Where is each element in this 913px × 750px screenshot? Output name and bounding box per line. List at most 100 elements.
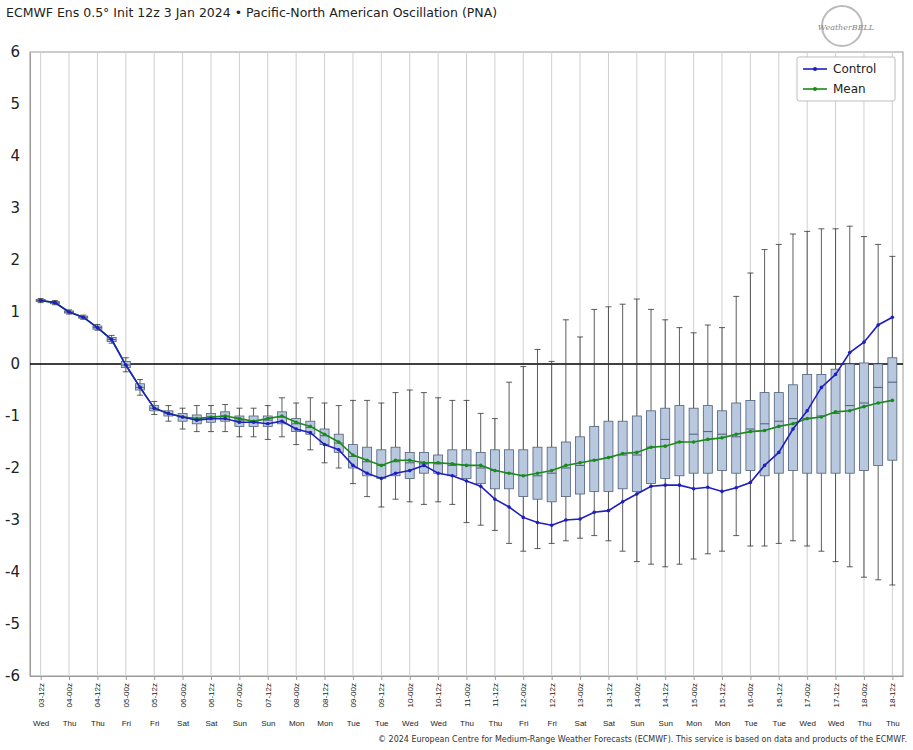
box-plot [746, 273, 755, 546]
y-tick-label: 0 [10, 355, 20, 373]
series-point [564, 464, 568, 468]
box [576, 437, 585, 494]
x-tick: 07-12zSun [261, 676, 275, 728]
x-tick-mark [836, 676, 837, 680]
max-cap [804, 231, 810, 232]
series-point [394, 458, 398, 462]
box-plot [334, 406, 343, 468]
upper-whisker [651, 309, 652, 410]
series-point [124, 363, 128, 367]
box-plot [434, 398, 443, 502]
x-tick-mark [467, 676, 468, 680]
series-point [592, 510, 596, 514]
lower-whisker [679, 476, 680, 564]
x-weekday-label: Sun [659, 719, 673, 728]
median [533, 475, 542, 476]
x-tick: 10-12zWed [430, 676, 446, 728]
series-point [791, 422, 795, 426]
series-point [152, 406, 156, 410]
x-tick: 13-12z Sat [603, 676, 616, 728]
x-tick-label: 15-12z [718, 683, 727, 707]
series-point [110, 338, 114, 342]
lower-whisker [878, 465, 879, 579]
box-plot [561, 320, 570, 541]
max-cap [563, 319, 569, 320]
x-tick: 15-00zMon [686, 676, 702, 728]
series-point [67, 310, 71, 314]
upper-whisker [154, 401, 155, 405]
x-tick: 07-00zSun [233, 676, 247, 728]
min-cap [520, 551, 526, 552]
x-tick-label: 13-12z [605, 683, 614, 707]
box-plot [363, 400, 372, 496]
max-cap [889, 256, 895, 257]
median [547, 473, 556, 474]
y-tick-label: -6 [5, 667, 20, 685]
x-weekday-label: Sat [603, 719, 616, 728]
series-point [891, 399, 895, 403]
box [661, 408, 670, 478]
median [859, 403, 868, 404]
box-plot [490, 419, 499, 531]
x-weekday-label: Fri [150, 719, 160, 728]
box-plot [718, 328, 727, 552]
series-point [238, 417, 242, 421]
series-point [436, 461, 440, 465]
series-point [39, 299, 43, 303]
series-point [734, 432, 738, 436]
min-cap [137, 395, 143, 396]
series-point [607, 456, 611, 460]
y-tick: 6 [10, 43, 30, 61]
upper-whisker [466, 400, 467, 449]
x-tick: 15-12zMon [715, 676, 731, 728]
min-cap [506, 543, 512, 544]
series-point [465, 479, 469, 483]
series-point [81, 315, 85, 319]
min-cap [307, 449, 313, 450]
series-point [53, 301, 57, 305]
y-tick-label: -5 [5, 615, 20, 633]
x-tick: 09-12zTue [375, 676, 389, 728]
lower-whisker [636, 491, 637, 561]
box-plot [817, 229, 826, 551]
x-tick-label: 10-00z [406, 683, 415, 707]
box-plot [377, 403, 386, 507]
legend-label: Control [833, 62, 876, 76]
lower-whisker [281, 424, 282, 437]
series-point [238, 420, 242, 424]
y-tick: -2 [5, 459, 30, 477]
box [632, 416, 641, 491]
min-cap [833, 561, 839, 562]
x-tick: 10-00zWed [402, 676, 418, 728]
x-tick: 17-00zWed [800, 676, 816, 728]
upper-whisker [452, 400, 453, 449]
upper-whisker [622, 304, 623, 421]
max-cap [662, 319, 668, 320]
upper-whisker [281, 398, 282, 412]
min-cap [435, 501, 441, 502]
series-point [777, 451, 781, 455]
box-plot [604, 307, 613, 541]
box-plot [533, 349, 542, 548]
upper-whisker [125, 358, 126, 362]
series-point [479, 484, 483, 488]
series-point [408, 458, 412, 462]
lower-whisker [736, 473, 737, 535]
x-tick-label: 12-12z [548, 683, 557, 707]
x-tick-mark [580, 676, 581, 680]
max-cap [449, 400, 455, 401]
series-point [649, 484, 653, 488]
min-cap [180, 429, 186, 430]
upper-whisker [665, 320, 666, 408]
max-cap [733, 296, 739, 297]
max-cap [307, 397, 313, 398]
min-cap [676, 564, 682, 565]
series-line [41, 301, 893, 526]
min-cap [421, 504, 427, 505]
series-point [621, 500, 625, 504]
x-tick-label: 16-00z [746, 683, 755, 707]
series-point [820, 415, 824, 419]
lower-whisker [225, 421, 226, 431]
series-control [39, 299, 894, 527]
x-weekday-label: Wed [430, 719, 446, 728]
